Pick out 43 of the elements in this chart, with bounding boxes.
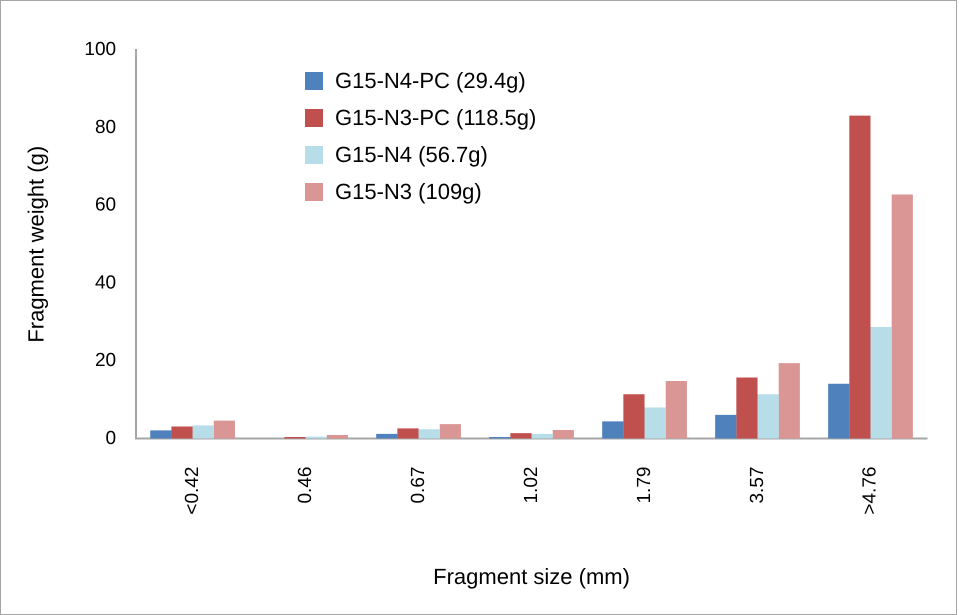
x-tick-label: 0.46 (294, 466, 316, 504)
legend-label: G15-N3-PC (118.5g) (335, 104, 536, 130)
bar (214, 420, 235, 439)
legend-label: G15-N4-PC (29.4g) (335, 68, 526, 94)
bar (418, 429, 440, 439)
bar (376, 434, 398, 439)
legend-label: G15-N4 (56.7g) (335, 142, 488, 168)
bar (715, 414, 736, 439)
x-axis-title: Fragment size (mm) (433, 564, 630, 589)
bar (644, 407, 666, 439)
bar (870, 327, 892, 439)
bar (171, 426, 193, 439)
y-tick-label: 60 (94, 194, 116, 216)
x-tick-label: >4.76 (860, 466, 881, 515)
y-axis-title: Fragment weight (g) (23, 146, 48, 343)
x-tick-label: 1.79 (634, 466, 655, 504)
bar (397, 428, 419, 439)
y-tick-label: 20 (94, 350, 116, 372)
y-tick-label: 0 (106, 428, 116, 449)
bar (150, 430, 172, 439)
bar (532, 434, 553, 439)
x-tick-label: 1.02 (520, 466, 542, 504)
bar (892, 194, 913, 439)
bar (666, 381, 687, 439)
bar (623, 394, 645, 439)
bar (326, 435, 348, 439)
y-tick-label: 80 (94, 116, 116, 138)
bar (849, 116, 871, 439)
x-tick-label: <0.42 (182, 466, 203, 515)
bar (552, 430, 574, 439)
y-tick-label: 100 (84, 39, 116, 60)
bar (192, 425, 214, 439)
x-tick-label: 3.57 (746, 466, 768, 504)
bar (758, 394, 779, 439)
bar (736, 378, 758, 439)
bar (778, 363, 800, 439)
bar (828, 384, 850, 439)
y-tick-label: 40 (94, 272, 116, 294)
bar (510, 433, 532, 439)
bar (602, 421, 624, 439)
bar (440, 424, 461, 439)
legend-label: G15-N3 (109g) (335, 178, 482, 204)
x-tick-label: 0.67 (408, 466, 429, 504)
